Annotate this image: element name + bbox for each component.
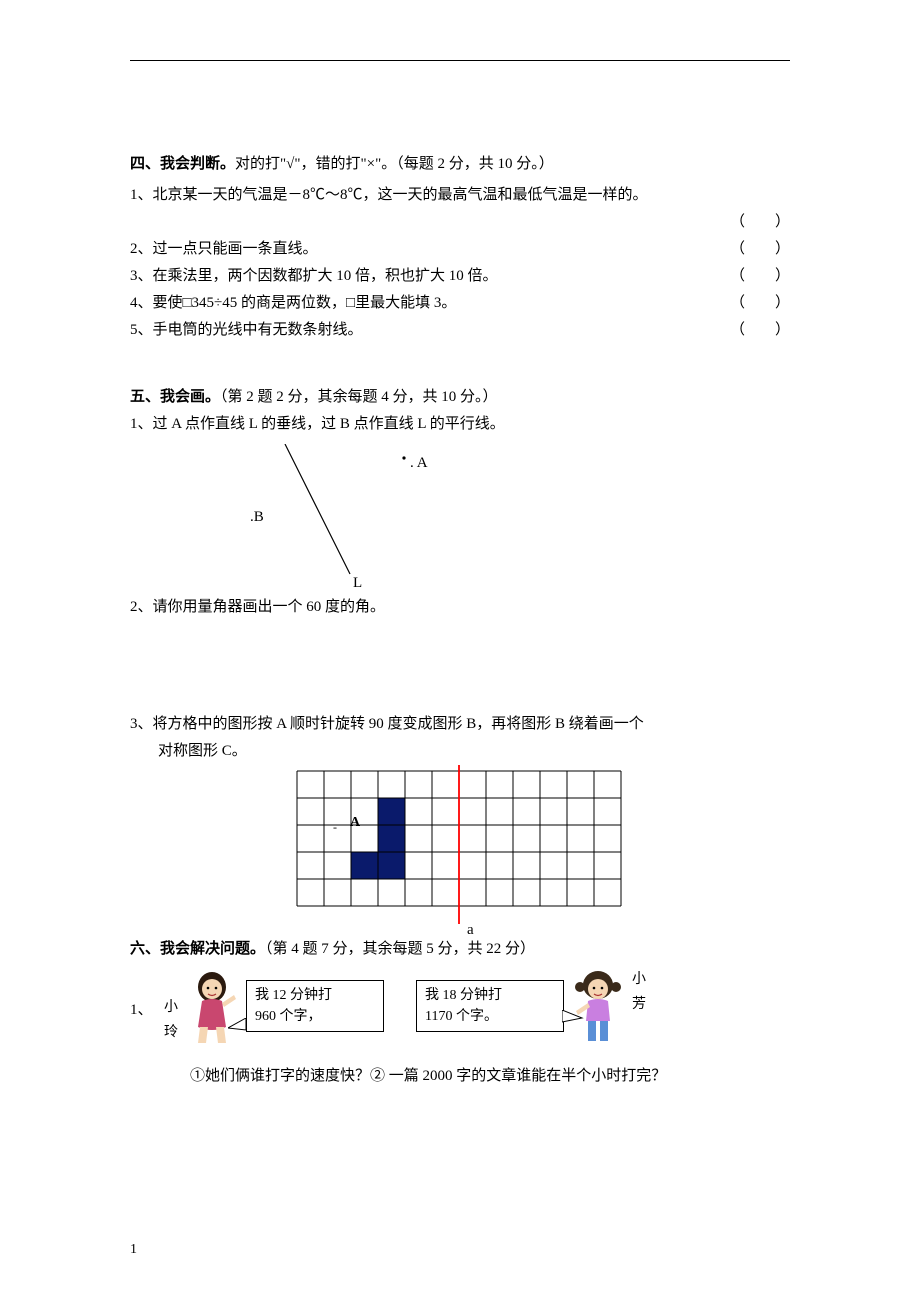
s4-q2-text: 2、过一点只能画一条直线。 [130, 236, 318, 263]
name-left-2: 玲 [164, 1020, 178, 1045]
s5-fig3-svg [295, 765, 625, 930]
speech-right-l1: 我 18 分钟打 [425, 985, 555, 1006]
s5-figure-3: - A a [295, 765, 625, 930]
page-number: 1 [130, 1237, 137, 1262]
s4-q2: 2、过一点只能画一条直线。 （ ） [130, 236, 790, 263]
section-4-instruction: 对的打"√"，错的打"×"。（每题 2 分，共 10 分。） [235, 156, 554, 172]
section-5-title: 五、我会画。 [130, 389, 220, 405]
s4-q5-text: 5、手电筒的光线中有无数条射线。 [130, 317, 363, 344]
top-rule [130, 60, 790, 61]
s4-q5: 5、手电筒的光线中有无数条射线。 （ ） [130, 317, 790, 344]
s5-q3a: 3、将方格中的图形按 A 顺时针旋转 90 度变成图形 B，再将图形 B 绕着画… [130, 711, 790, 738]
speech-left-l2: 960 个字， [255, 1006, 375, 1027]
name-left-1: 小 [164, 995, 178, 1020]
s4-q3: 3、在乘法里，两个因数都扩大 10 倍，积也扩大 10 倍。 （ ） [130, 263, 790, 290]
s6-q1-row: 1、 小 玲 [130, 967, 790, 1045]
spacer [130, 621, 790, 711]
section-5: 五、我会画。（第 2 题 2 分，其余每题 4 分，共 10 分。） 1、过 A… [130, 384, 790, 930]
s6-subquestion: ①她们俩谁打字的速度快？② 一篇 2000 字的文章谁能在半个小时打完？ [190, 1063, 790, 1090]
left-cluster: 小 玲 我 [164, 967, 384, 1045]
document-page: 四、我会判断。对的打"√"，错的打"×"。（每题 2 分，共 10 分。） 1、… [0, 0, 920, 1302]
speech-right: 我 18 分钟打 1170 个字。 [416, 980, 564, 1032]
name-right-2: 芳 [632, 992, 646, 1017]
s5-q3b: 对称图形 C。 [130, 738, 790, 765]
right-cluster: 我 18 分钟打 1170 个字。 [416, 967, 646, 1045]
section-5-instruction: （第 2 题 2 分，其余每题 4 分，共 10 分。） [220, 389, 498, 405]
s5-fig1-svg [180, 444, 500, 594]
speech-right-tail-icon [562, 1010, 584, 1024]
speech-left-l1: 我 12 分钟打 [255, 985, 375, 1006]
grid-label-a: a [467, 917, 474, 944]
s5-figure-3-wrap: - A a [130, 765, 790, 930]
s5-q2: 2、请你用量角器画出一个 60 度的角。 [130, 594, 790, 621]
section-4: 四、我会判断。对的打"√"，错的打"×"。（每题 2 分，共 10 分。） 1、… [130, 151, 790, 344]
grid-label-A: A [350, 810, 360, 835]
dash-mark: - [333, 817, 337, 839]
s5-figure-1: . A .B L [180, 444, 500, 594]
s4-q3-text: 3、在乘法里，两个因数都扩大 10 倍，积也扩大 10 倍。 [130, 263, 498, 290]
name-left-col: 小 玲 [164, 995, 178, 1045]
spacer [130, 344, 790, 384]
s4-q4-text: 4、要使□345÷45 的商是两位数，□里最大能填 3。 [130, 290, 456, 317]
speech-left-tail-icon [228, 1018, 248, 1032]
section-6: 六、我会解决问题。（第 4 题 7 分，其余每题 5 分，共 22 分） 1、 … [130, 936, 790, 1090]
speech-right-wrap: 我 18 分钟打 1170 个字。 [416, 980, 564, 1032]
point-B-label: .B [250, 504, 264, 531]
point-A-label: . A [410, 450, 428, 477]
s4-q1-line1: 1、北京某一天的气温是－8℃～8℃，这一天的最高气温和最低气温是一样的。 [130, 182, 790, 209]
answer-paren: （ ） [730, 209, 790, 236]
s4-q4: 4、要使□345÷45 的商是两位数，□里最大能填 3。 （ ） [130, 290, 790, 317]
s5-q1: 1、过 A 点作直线 L 的垂线，过 B 点作直线 L 的平行线。 [130, 411, 790, 438]
speech-left-wrap: 我 12 分钟打 960 个字， [246, 980, 384, 1032]
section-6-heading: 六、我会解决问题。（第 4 题 7 分，其余每题 5 分，共 22 分） [130, 936, 790, 963]
line-L-label: L [353, 570, 362, 597]
section-4-title: 四、我会判断。 [130, 156, 235, 172]
answer-paren: （ ） [730, 290, 790, 317]
s6-q1-number: 1、 [130, 967, 158, 1024]
answer-paren: （ ） [730, 263, 790, 290]
section-6-title: 六、我会解决问题。 [130, 941, 265, 957]
answer-paren: （ ） [730, 317, 790, 344]
girl-left-icon [182, 967, 242, 1045]
s4-q1-paren-row: （ ） [130, 209, 790, 236]
girl-right-icon [568, 967, 628, 1045]
speech-right-l2: 1170 个字。 [425, 1006, 555, 1027]
answer-paren: （ ） [730, 236, 790, 263]
section-5-heading: 五、我会画。（第 2 题 2 分，其余每题 4 分，共 10 分。） [130, 384, 790, 411]
speech-left: 我 12 分钟打 960 个字， [246, 980, 384, 1032]
name-right-1: 小 [632, 967, 646, 992]
section-6-instruction: （第 4 题 7 分，其余每题 5 分，共 22 分） [265, 941, 535, 957]
section-4-heading: 四、我会判断。对的打"√"，错的打"×"。（每题 2 分，共 10 分。） [130, 151, 790, 178]
name-right-col: 小 芳 [632, 967, 646, 1017]
